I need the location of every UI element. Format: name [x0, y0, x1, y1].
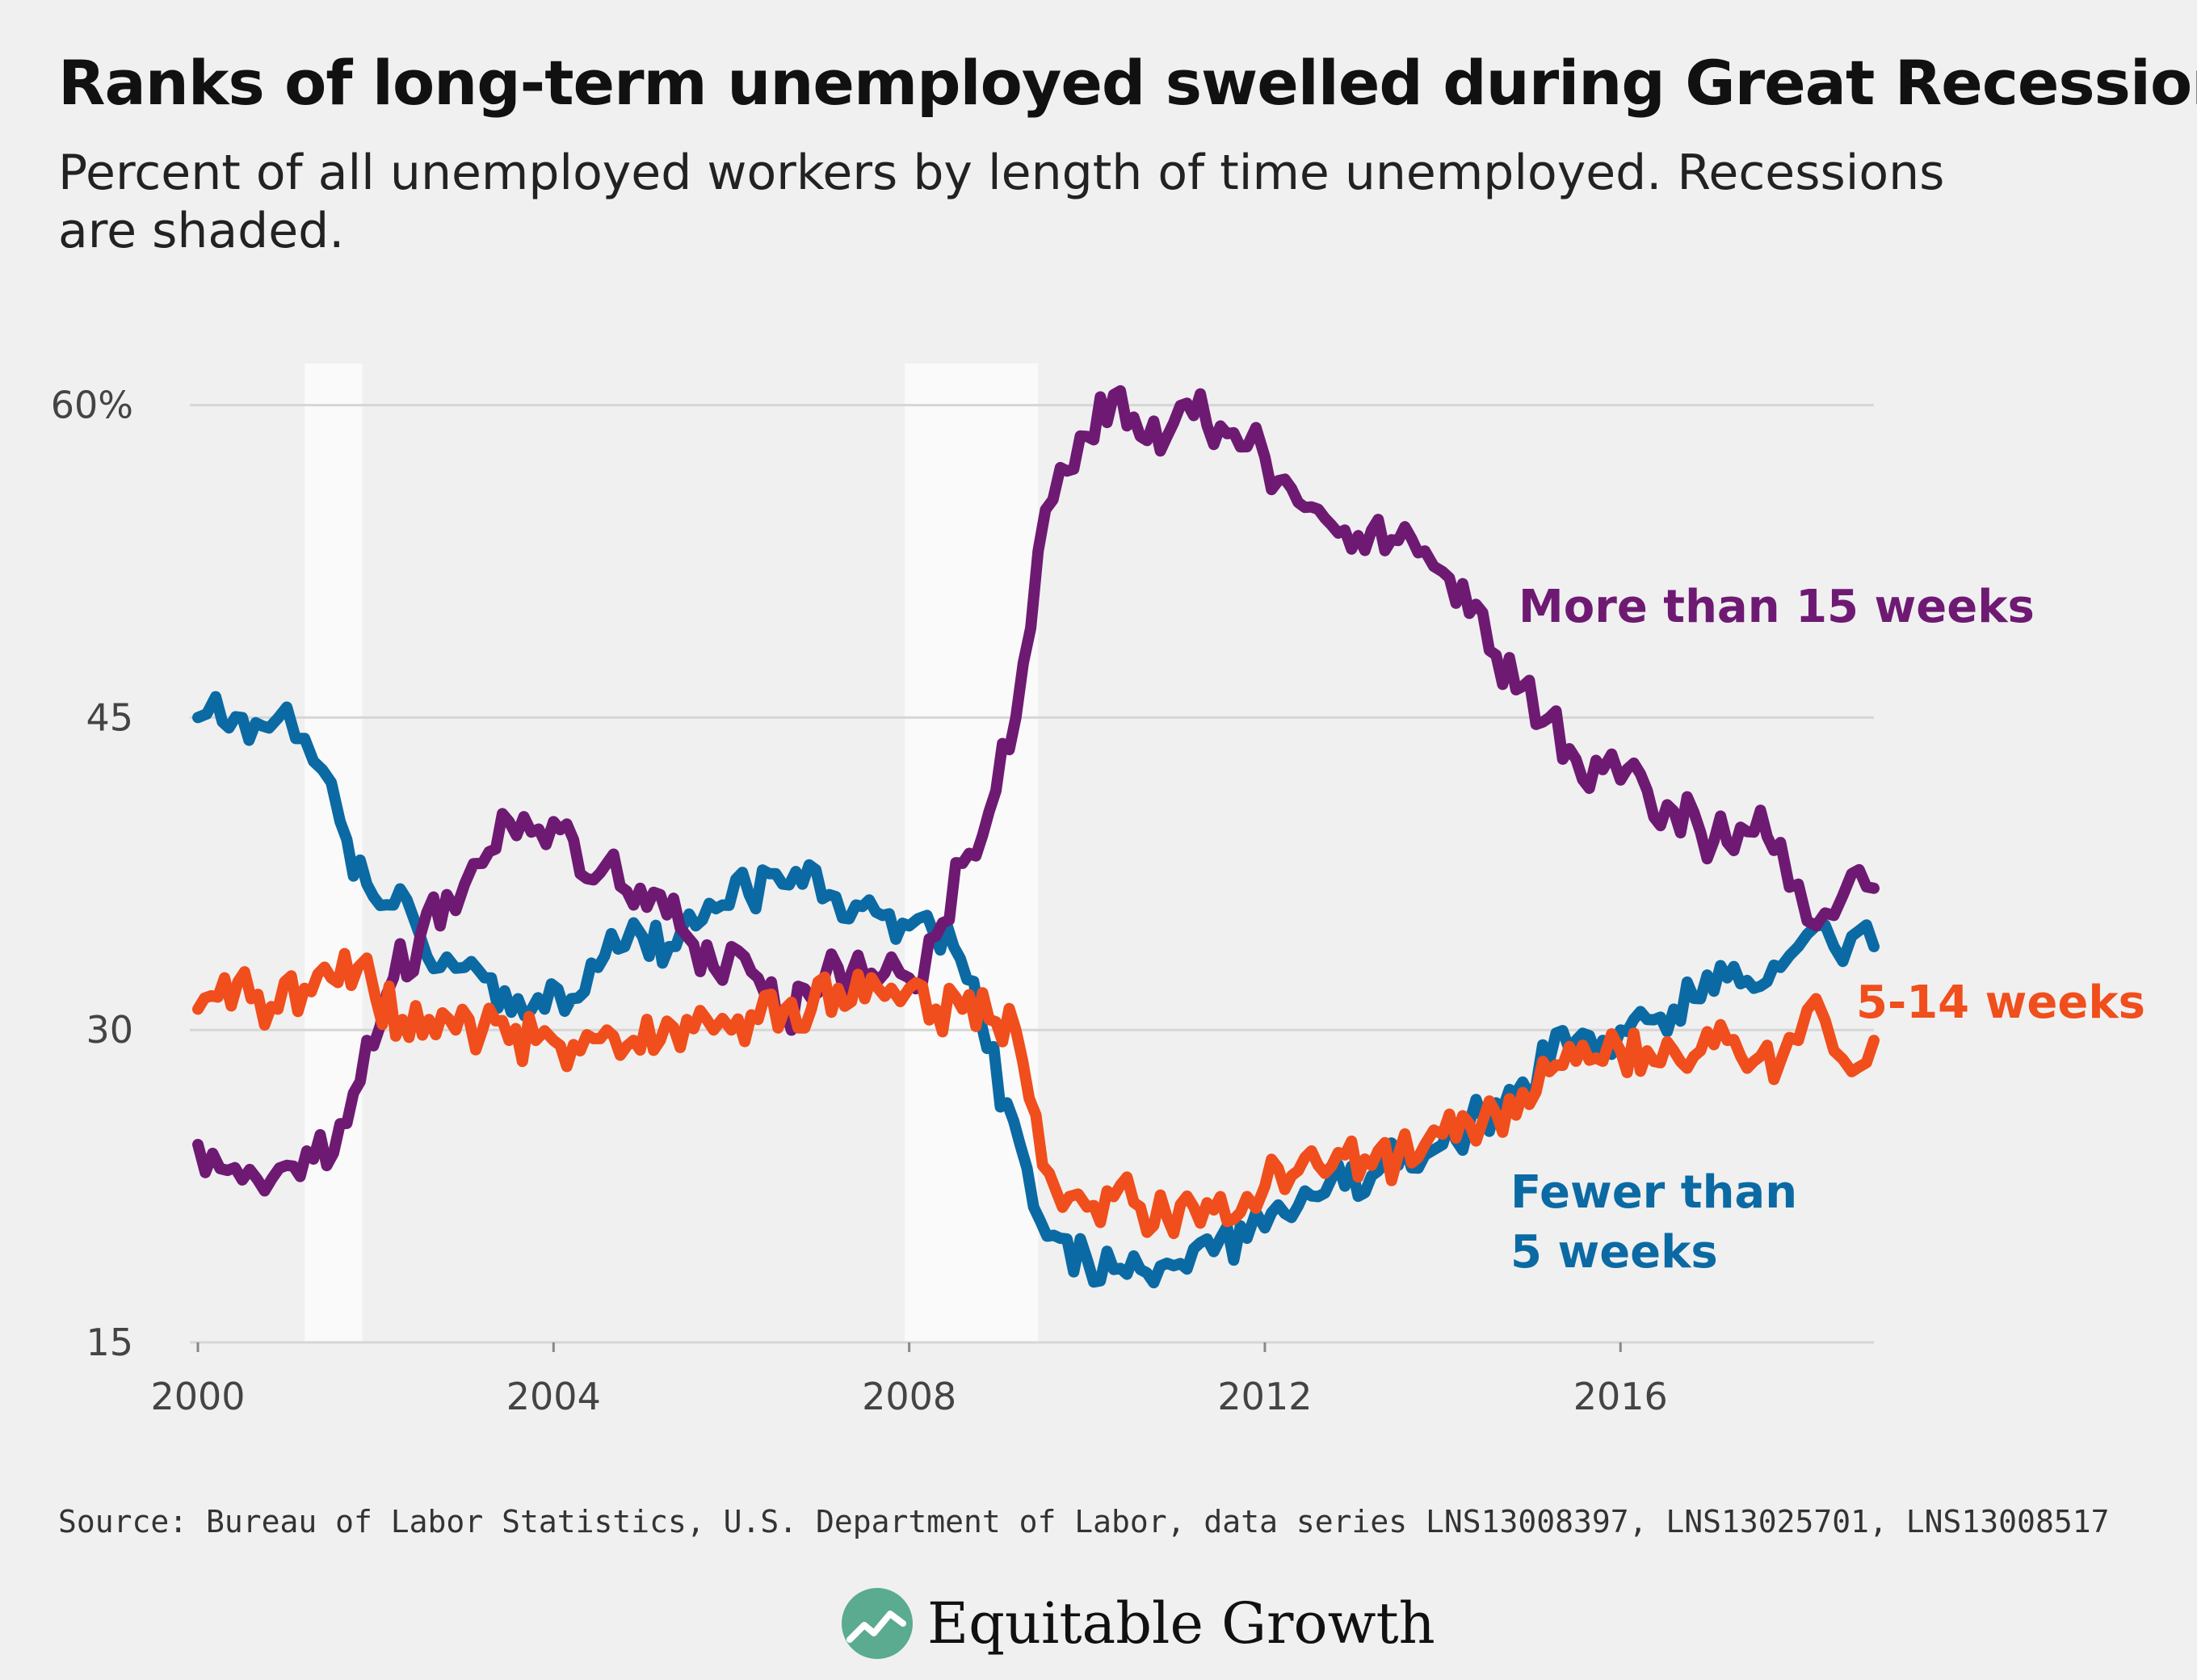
series-lines	[192, 384, 1880, 1289]
x-tick-label: 2016	[1573, 1375, 1668, 1418]
chart-arrow-icon	[842, 1588, 913, 1659]
series-label-3: Fewer than 5 weeks	[1510, 1166, 1797, 1279]
series-label-1: More than 15 weeks	[1519, 581, 2035, 633]
x-tick-label: 2012	[1217, 1375, 1312, 1418]
y-tick-label: 45	[86, 695, 133, 739]
y-tick-label: 15	[86, 1321, 133, 1364]
y-tick-label: 60%	[51, 384, 133, 427]
source-note: Source: Bureau of Labor Statistics, U.S.…	[58, 1504, 2110, 1539]
x-axis: 2000 2004 2008 2012 2016	[150, 1342, 1668, 1418]
series-label-line: Fewer than	[1510, 1166, 1797, 1219]
series-label-line: 5-14 weeks	[1856, 976, 2145, 1029]
grid-lines	[190, 404, 1874, 1344]
line-chart: 60% 45 30 15 2000 2004 2008 2012 2016 More than…	[50, 363, 2145, 1418]
brand-logo: Equitable Growth	[840, 1583, 1435, 1664]
brand-name: Equitable Growth	[927, 1590, 1435, 1657]
series-labels: More than 15 weeks 5-14 weeks Fewer than 5 …	[1510, 581, 2145, 1279]
x-tick-label: 2000	[150, 1375, 245, 1418]
y-axis: 60% 45 30 15	[51, 384, 133, 1364]
series-line-3	[192, 691, 1880, 1289]
series-label-2: 5-14 weeks	[1856, 976, 2145, 1029]
chart-title: Ranks of long-term unemployed swelled du…	[58, 47, 2197, 119]
recession-shading	[305, 363, 1039, 1342]
chart-subtitle: Percent of all unemployed workers by len…	[58, 145, 1945, 259]
series-line-1	[192, 384, 1880, 1197]
x-tick-label: 2008	[862, 1375, 956, 1418]
x-tick-label: 2004	[506, 1375, 601, 1418]
series-line-2	[192, 947, 1880, 1240]
series-label-line: 5 weeks	[1510, 1226, 1718, 1279]
series-label-line: More than 15 weeks	[1519, 581, 2035, 633]
y-tick-label: 30	[86, 1008, 133, 1052]
